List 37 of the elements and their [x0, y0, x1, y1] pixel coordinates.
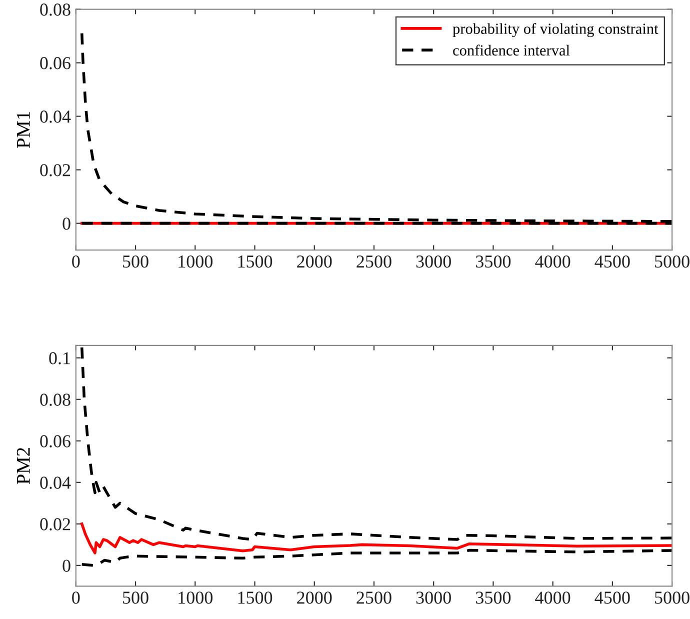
x-tick-label: 2000: [297, 255, 332, 268]
x-tick-label: 2500: [356, 592, 392, 604]
x-tick-label: 4500: [594, 255, 630, 268]
y-tick-label: 0.08: [40, 394, 70, 406]
x-tick-label: 500: [123, 592, 148, 604]
x-tick-label: 4000: [535, 592, 570, 604]
x-tick-label: 4000: [535, 255, 570, 268]
y-tick-label: 0.06: [40, 57, 70, 70]
y-tick-label: 0.04: [40, 476, 71, 489]
x-tick-label: 5000: [655, 255, 690, 268]
x-tick-label: 3500: [476, 592, 511, 604]
y-axis-title: PM1: [16, 112, 30, 148]
legend-label: probability of violating constraint: [452, 23, 658, 38]
x-tick-label: 0: [72, 255, 80, 268]
x-tick-label: 1500: [238, 255, 272, 268]
x-tick-label: 1000: [178, 592, 212, 604]
y-tick-label: 0.02: [40, 164, 70, 176]
y-tick-label: 0.04: [40, 110, 71, 123]
x-tick-label: 1000: [178, 255, 212, 268]
x-tick-label: 5000: [655, 592, 690, 604]
legend-label: confidence interval: [453, 44, 570, 56]
y-tick-label: 0.08: [40, 4, 70, 16]
x-tick-label: 3000: [416, 255, 451, 268]
y-axis-title: PM2: [16, 448, 30, 484]
x-tick-label: 0: [72, 592, 80, 604]
x-tick-label: 500: [123, 255, 148, 268]
x-tick-label: 2500: [356, 255, 392, 268]
y-tick-label: 0: [62, 218, 70, 230]
x-tick-label: 4500: [594, 592, 630, 604]
y-tick-label: 0.1: [49, 352, 70, 364]
y-tick-label: 0: [62, 560, 70, 572]
x-tick-label: 1500: [238, 592, 272, 604]
x-tick-label: 2000: [297, 592, 332, 604]
y-tick-label: 0.06: [40, 435, 70, 448]
y-tick-label: 0.02: [40, 518, 70, 530]
x-tick-label: 3000: [416, 592, 451, 604]
x-tick-label: 3500: [476, 255, 511, 268]
